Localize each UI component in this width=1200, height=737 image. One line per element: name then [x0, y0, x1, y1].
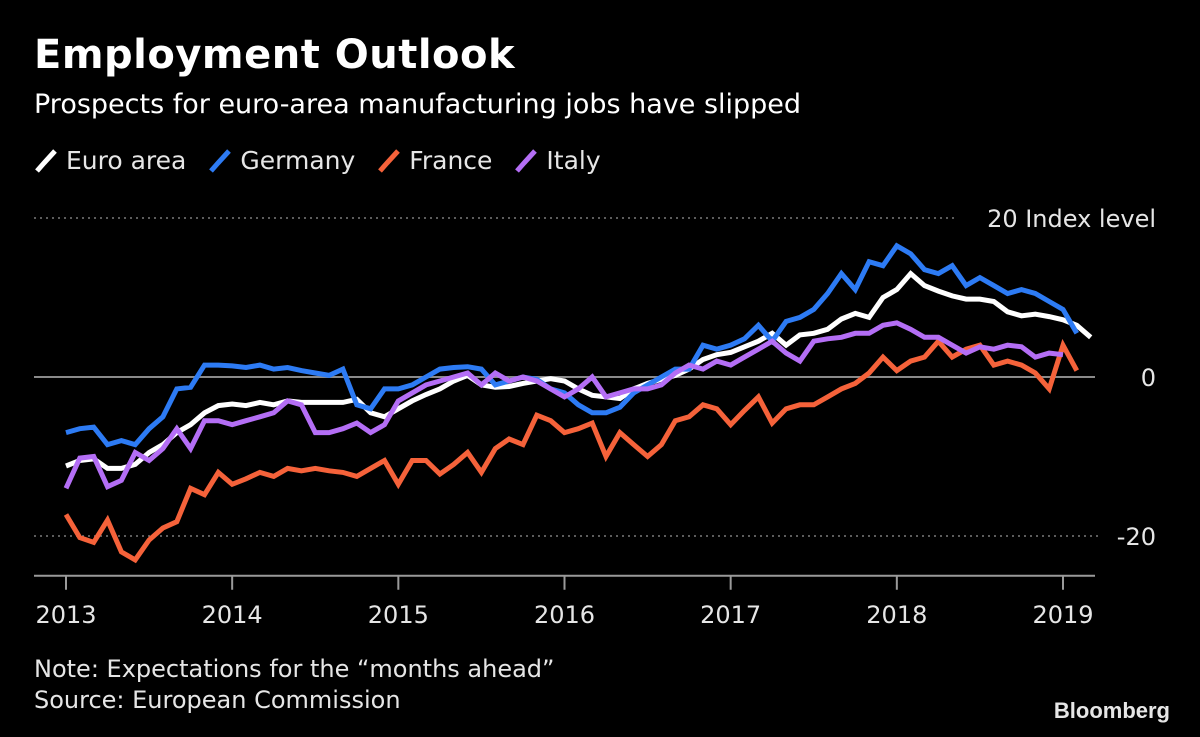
legend-item-france: France	[377, 144, 492, 176]
y-tick-label: 0	[1141, 364, 1156, 392]
legend-swatch-italy	[515, 149, 538, 173]
x-tick-label: 2016	[534, 601, 595, 629]
chart-title: Employment Outlook	[34, 32, 516, 78]
chart-subtitle: Prospects for euro-area manufacturing jo…	[34, 89, 802, 120]
y-axis-labels: 20 Index level 0 -20	[987, 205, 1156, 551]
x-tick-label: 2013	[35, 601, 96, 629]
series-line-euro-area	[65, 270, 1093, 471]
series-line-france	[63, 337, 1079, 564]
chart-notes: Note: Expectations for the “months ahead…	[34, 654, 554, 716]
legend-label-italy: Italy	[546, 145, 601, 175]
legend-item-germany: Germany	[208, 144, 355, 176]
x-tick-label: 2015	[368, 601, 429, 629]
chart-note: Note: Expectations for the “months ahead…	[34, 655, 555, 683]
grid-layer	[34, 217, 1100, 537]
legend-label-france: France	[409, 145, 493, 175]
legend-label-germany: Germany	[240, 145, 356, 175]
legend-label-euro-area: Euro area	[66, 145, 187, 175]
x-tick-label: 2014	[202, 601, 263, 629]
chart-source: Source: European Commission	[34, 686, 401, 714]
legend-swatch-germany	[209, 149, 232, 173]
y-tick-label: -20	[1117, 523, 1156, 551]
series-layer	[63, 242, 1093, 564]
x-tick-label: 2017	[700, 601, 761, 629]
x-tick-label: 2019	[1032, 601, 1093, 629]
series-line-germany	[65, 242, 1079, 448]
y-tick-label: 20 Index level	[987, 205, 1156, 233]
chart-legend: Euro area Germany France Italy	[34, 144, 601, 176]
legend-item-euro-area: Euro area	[34, 144, 186, 176]
legend-item-italy: Italy	[514, 144, 601, 176]
x-axis: 2013 2014 2015 2016 2017 2018 2019	[34, 574, 1095, 629]
bloomberg-logo: Bloomberg	[1053, 698, 1170, 723]
legend-swatch-france	[378, 149, 401, 173]
x-tick-label: 2018	[866, 601, 927, 629]
series-line-italy	[63, 320, 1064, 491]
legend-swatch-euro-area	[35, 149, 57, 173]
